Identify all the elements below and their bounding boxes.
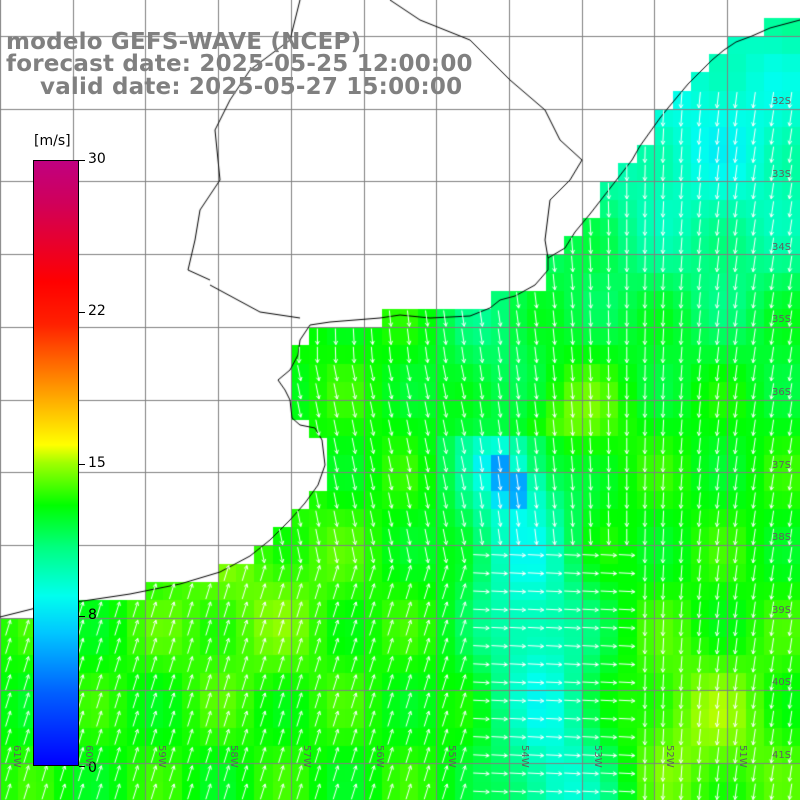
lat-label: 40S — [772, 677, 792, 688]
lat-label: 34S — [772, 242, 792, 253]
lat-label: 32S — [772, 96, 792, 107]
colorbar-tick — [79, 616, 85, 617]
lon-label: 52W — [664, 745, 675, 768]
lat-label: 41S — [772, 750, 792, 761]
lon-label: 51W — [737, 745, 748, 768]
lat-label: 38S — [772, 532, 792, 543]
lat-label: 36S — [772, 387, 792, 398]
colorbar — [33, 160, 79, 766]
colorbar-tick — [79, 312, 85, 313]
lat-label: 33S — [772, 169, 792, 180]
lon-label: 54W — [519, 745, 530, 768]
colorbar-label-15: 15 — [88, 455, 106, 471]
lat-label: 39S — [772, 605, 792, 616]
lon-label: 60W — [83, 745, 94, 768]
colorbar-label-8: 8 — [88, 607, 97, 623]
colorbar-label-0: 0 — [88, 760, 97, 776]
lon-label: 55W — [446, 745, 457, 768]
forecast-date: forecast date: 2025-05-25 12:00:00 — [6, 51, 473, 77]
lon-label: 59W — [156, 745, 167, 768]
colorbar-tick — [79, 160, 85, 161]
lat-label: 37S — [772, 460, 792, 471]
lat-label: 35S — [772, 314, 792, 325]
valid-date: valid date: 2025-05-27 15:00:00 — [40, 74, 463, 100]
colorbar-tick — [79, 766, 85, 767]
model-title: modelo GEFS-WAVE (NCEP) — [6, 29, 362, 55]
lon-label: 58W — [228, 745, 239, 768]
colorbar-tick — [79, 464, 85, 465]
lon-label: 56W — [374, 745, 385, 768]
colorbar-label-22: 22 — [88, 303, 106, 319]
colorbar-unit: [m/s] — [34, 133, 71, 149]
lon-label: 53W — [592, 745, 603, 768]
colorbar-label-30: 30 — [88, 151, 106, 167]
lon-label: 61W — [11, 745, 22, 768]
lon-label: 57W — [301, 745, 312, 768]
